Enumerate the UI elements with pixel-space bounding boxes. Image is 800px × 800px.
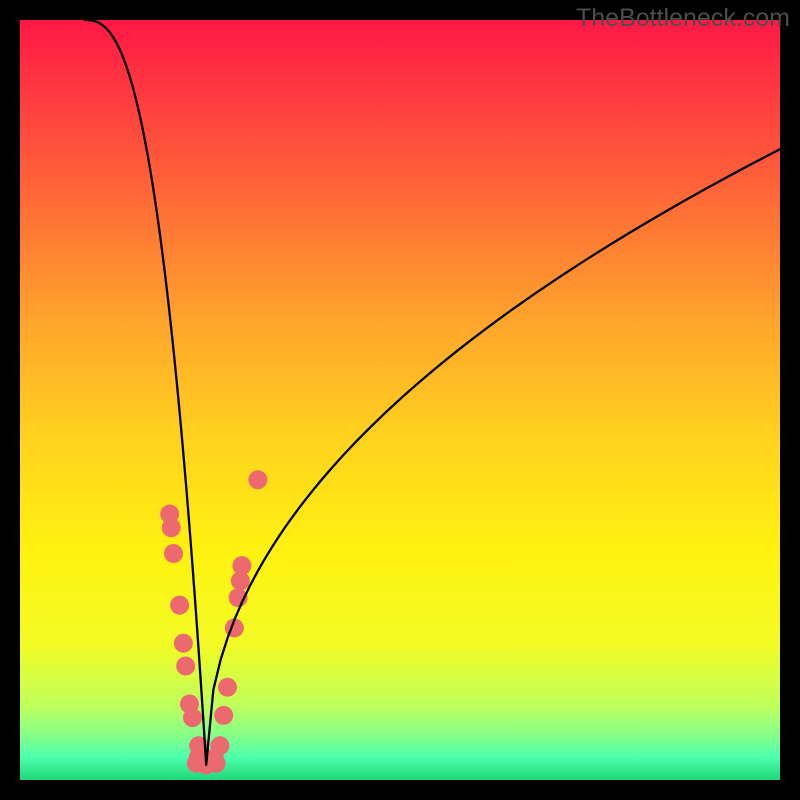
data-marker [207,754,226,773]
data-marker [164,544,183,563]
data-marker [176,657,195,676]
data-marker [180,695,199,714]
data-marker [232,556,251,575]
data-marker [170,596,189,615]
data-marker [210,736,229,755]
chart-wrapper: TheBottleneck.com [0,0,800,800]
bottleneck-chart [0,0,800,800]
data-marker [214,706,233,725]
data-marker [162,518,181,537]
data-marker [218,678,237,697]
data-marker [174,634,193,653]
data-marker [248,470,267,489]
